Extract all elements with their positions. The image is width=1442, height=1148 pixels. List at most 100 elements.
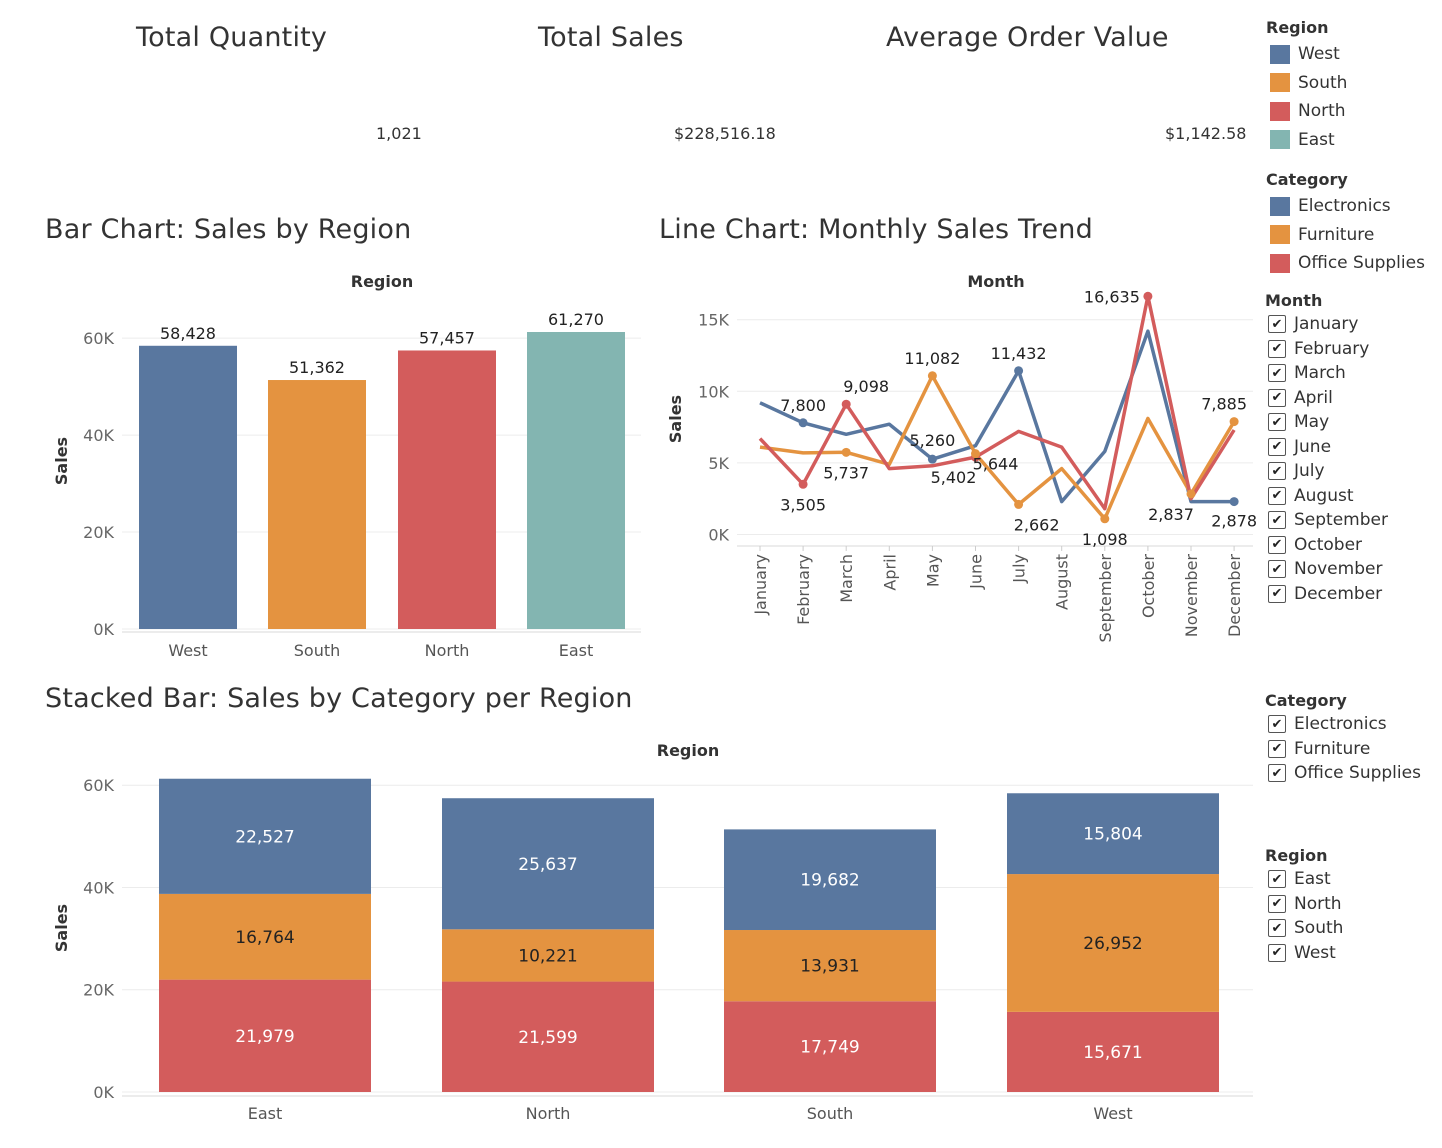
filter-label: South bbox=[1294, 918, 1344, 939]
legend-swatch bbox=[1270, 225, 1290, 245]
checkbox-checked-icon[interactable]: ✔ bbox=[1268, 486, 1286, 505]
legend-label: North bbox=[1298, 101, 1346, 122]
legend-item-office-supplies[interactable]: Office Supplies bbox=[1266, 249, 1425, 278]
checkbox-checked-icon[interactable]: ✔ bbox=[1268, 715, 1286, 734]
checkbox-checked-icon[interactable]: ✔ bbox=[1268, 739, 1286, 758]
data-point-office-supplies bbox=[798, 479, 808, 489]
filter-label: November bbox=[1294, 559, 1383, 580]
data-label: 11,432 bbox=[991, 344, 1047, 363]
kpi-value-total-sales: $228,516.18 bbox=[674, 124, 776, 143]
segment-value-label: 17,749 bbox=[800, 1038, 859, 1058]
data-label: 5,737 bbox=[823, 463, 869, 482]
filter-item-east[interactable]: ✔ East bbox=[1265, 867, 1343, 892]
stacked-chart-header: Region bbox=[657, 741, 720, 760]
filter-title: Month bbox=[1265, 291, 1323, 310]
region-filter: Region ✔ East ✔ North ✔ South ✔ West bbox=[1265, 845, 1343, 965]
filter-item-august[interactable]: ✔ August bbox=[1265, 484, 1388, 509]
legend-swatch bbox=[1270, 101, 1290, 121]
data-point-electronics bbox=[1014, 366, 1024, 376]
segment-value-label: 19,682 bbox=[800, 871, 859, 891]
x-tick-label: July bbox=[1010, 554, 1029, 584]
bar-north bbox=[398, 350, 496, 629]
segment-value-label: 22,527 bbox=[235, 827, 294, 847]
checkbox-checked-icon[interactable]: ✔ bbox=[1268, 560, 1286, 579]
filter-item-december[interactable]: ✔ December bbox=[1265, 582, 1388, 607]
checkbox-checked-icon[interactable]: ✔ bbox=[1268, 535, 1286, 554]
filter-item-office-supplies[interactable]: ✔ Office Supplies bbox=[1265, 761, 1421, 786]
checkbox-checked-icon[interactable]: ✔ bbox=[1268, 388, 1286, 407]
line-office-supplies bbox=[758, 294, 1236, 511]
filter-item-furniture[interactable]: ✔ Furniture bbox=[1265, 737, 1421, 762]
stacked-segment-office-supplies bbox=[159, 979, 371, 1092]
filter-item-west[interactable]: ✔ West bbox=[1265, 941, 1343, 966]
filter-label: January bbox=[1294, 314, 1359, 335]
data-point-furniture bbox=[1186, 489, 1196, 499]
legend-item-east[interactable]: East bbox=[1266, 126, 1347, 155]
data-point-office-supplies bbox=[841, 399, 851, 409]
filter-item-april[interactable]: ✔ April bbox=[1265, 386, 1388, 411]
stacked-segment-electronics bbox=[724, 829, 936, 931]
bar-chart-title: Bar Chart: Sales by Region bbox=[45, 214, 412, 245]
stacked-segment-furniture bbox=[159, 893, 371, 980]
filter-label: August bbox=[1294, 485, 1354, 506]
checkbox-checked-icon[interactable]: ✔ bbox=[1268, 339, 1286, 358]
legend-item-north[interactable]: North bbox=[1266, 97, 1347, 126]
data-label: 5,402 bbox=[931, 468, 977, 487]
checkbox-checked-icon[interactable]: ✔ bbox=[1268, 919, 1286, 938]
filter-label: September bbox=[1294, 510, 1388, 531]
filter-item-june[interactable]: ✔ June bbox=[1265, 435, 1388, 460]
stacked-segment-office-supplies bbox=[442, 981, 654, 1092]
legend-item-furniture[interactable]: Furniture bbox=[1266, 221, 1425, 250]
bar-west bbox=[139, 345, 237, 629]
filter-item-february[interactable]: ✔ February bbox=[1265, 337, 1388, 362]
filter-label: May bbox=[1294, 412, 1330, 433]
checkbox-checked-icon[interactable]: ✔ bbox=[1268, 894, 1286, 913]
filter-item-electronics[interactable]: ✔ Electronics bbox=[1265, 712, 1421, 737]
legend-item-west[interactable]: West bbox=[1266, 40, 1347, 69]
stacked-segment-furniture bbox=[724, 930, 936, 1002]
segment-value-label: 21,599 bbox=[518, 1028, 577, 1048]
kpi-title-total-sales: Total Sales bbox=[538, 22, 684, 53]
filter-item-january[interactable]: ✔ January bbox=[1265, 312, 1388, 337]
x-tick-label: South bbox=[807, 1104, 854, 1123]
filter-item-south[interactable]: ✔ South bbox=[1265, 916, 1343, 941]
checkbox-checked-icon[interactable]: ✔ bbox=[1268, 315, 1286, 334]
kpi-value-avg-order-value: $1,142.58 bbox=[1165, 124, 1247, 143]
filter-item-september[interactable]: ✔ September bbox=[1265, 508, 1388, 533]
checkbox-checked-icon[interactable]: ✔ bbox=[1268, 943, 1286, 962]
checkbox-checked-icon[interactable]: ✔ bbox=[1268, 364, 1286, 383]
checkbox-checked-icon[interactable]: ✔ bbox=[1268, 437, 1286, 456]
checkbox-checked-icon[interactable]: ✔ bbox=[1268, 413, 1286, 432]
y-tick-label: 5K bbox=[708, 454, 729, 473]
data-label: 5,644 bbox=[973, 455, 1019, 474]
filter-item-october[interactable]: ✔ October bbox=[1265, 533, 1388, 558]
filter-item-march[interactable]: ✔ March bbox=[1265, 361, 1388, 386]
data-point-electronics bbox=[927, 454, 937, 464]
legend-label: South bbox=[1298, 72, 1348, 93]
checkbox-checked-icon[interactable]: ✔ bbox=[1268, 870, 1286, 889]
segment-value-label: 15,671 bbox=[1083, 1043, 1142, 1063]
x-tick-label: February bbox=[794, 554, 813, 625]
data-point-furniture bbox=[1100, 514, 1110, 524]
legend-label: West bbox=[1298, 44, 1340, 65]
filter-item-may[interactable]: ✔ May bbox=[1265, 410, 1388, 435]
checkbox-checked-icon[interactable]: ✔ bbox=[1268, 584, 1286, 603]
checkbox-checked-icon[interactable]: ✔ bbox=[1268, 764, 1286, 783]
bar-value-label: 58,428 bbox=[160, 324, 216, 343]
checkbox-checked-icon[interactable]: ✔ bbox=[1268, 511, 1286, 530]
checkbox-checked-icon[interactable]: ✔ bbox=[1268, 462, 1286, 481]
x-tick-label: East bbox=[559, 641, 594, 660]
filter-label: July bbox=[1294, 461, 1325, 482]
filter-item-north[interactable]: ✔ North bbox=[1265, 892, 1343, 917]
y-tick-label: 20K bbox=[83, 981, 114, 1000]
data-point-furniture bbox=[971, 449, 980, 459]
filter-item-july[interactable]: ✔ July bbox=[1265, 459, 1388, 484]
legend-item-electronics[interactable]: Electronics bbox=[1266, 192, 1425, 221]
y-tick-label: 60K bbox=[83, 776, 114, 795]
legend-item-south[interactable]: South bbox=[1266, 69, 1347, 98]
y-tick-label: 0K bbox=[708, 526, 729, 545]
bar-east bbox=[527, 332, 625, 629]
region-color-legend: Region West South North East bbox=[1266, 16, 1347, 154]
filter-item-november[interactable]: ✔ November bbox=[1265, 557, 1388, 582]
